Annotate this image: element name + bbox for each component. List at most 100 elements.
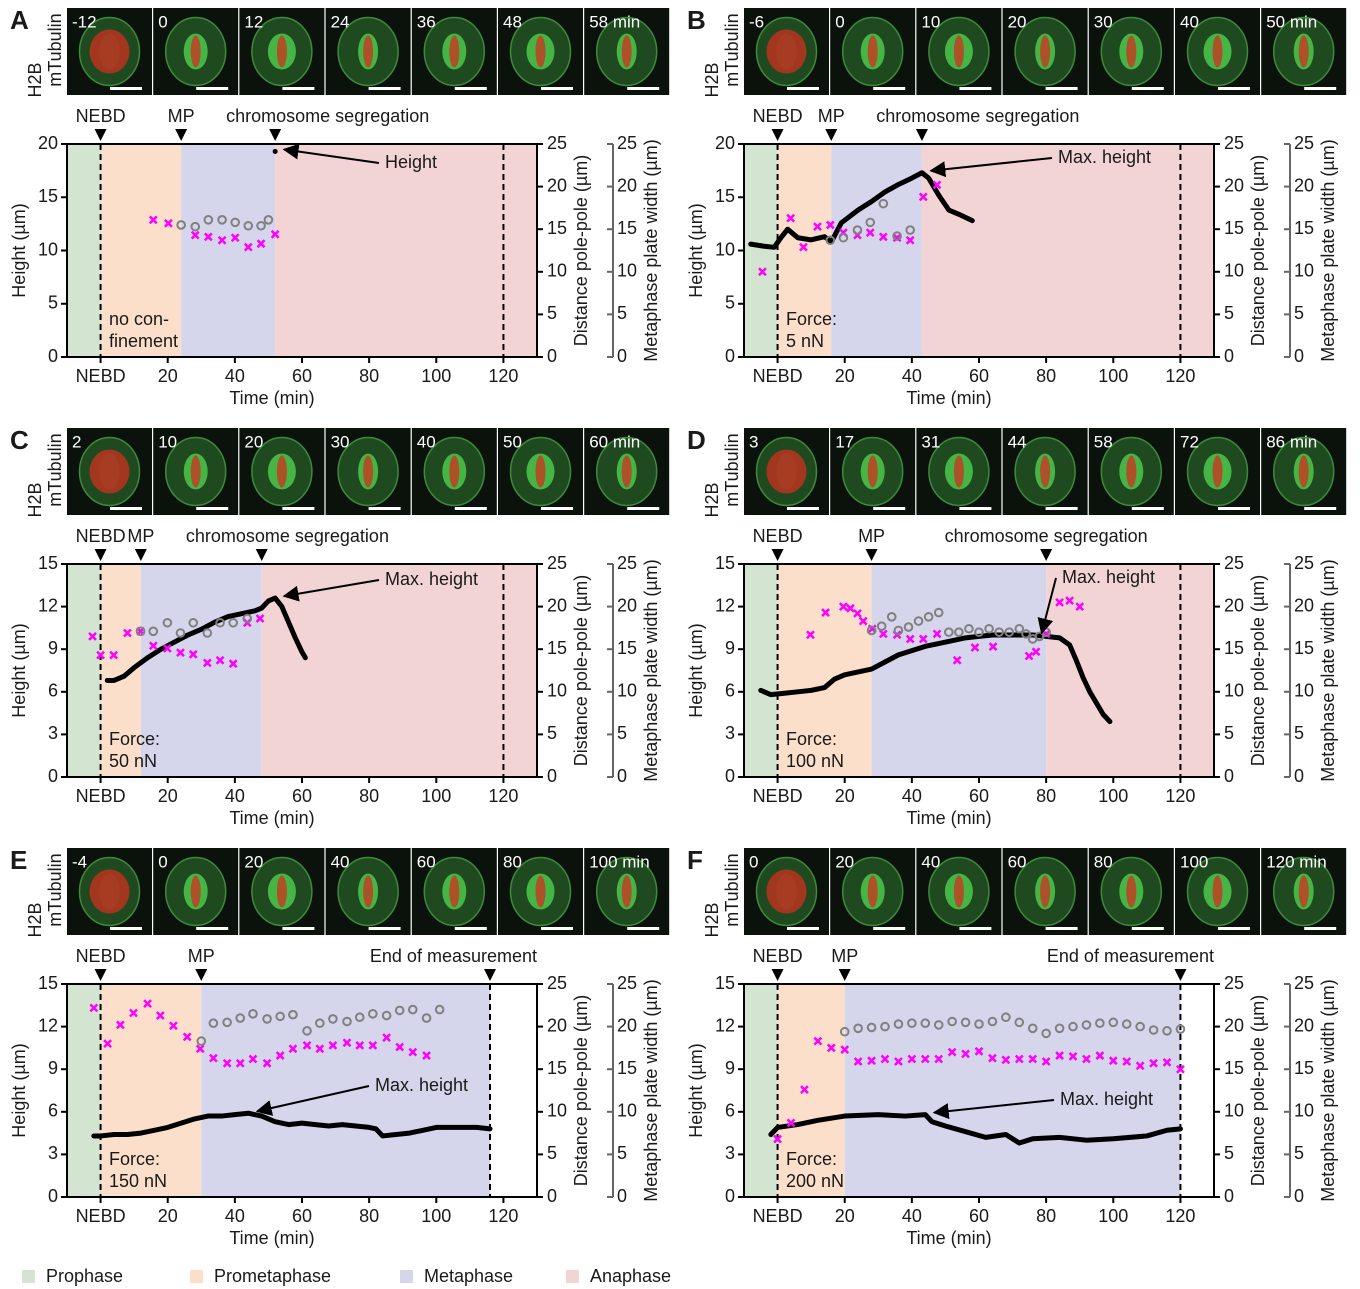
chromosomes (1040, 35, 1051, 68)
image-time-label: 72 (1180, 432, 1199, 451)
plate-width-point (314, 1018, 325, 1028)
scale-bar (541, 87, 573, 90)
y3-axis-title: Metaphase plate width (µm) (641, 979, 661, 1201)
plate-width-point (215, 617, 225, 628)
image-time-label: 120 min (1266, 852, 1326, 871)
legend-swatch (400, 1270, 413, 1283)
y2-axis-title: Distance pole-pole (µm) (1248, 155, 1268, 346)
annotation-arrow (1037, 577, 1057, 635)
event-marker (838, 969, 851, 981)
plate-width-point (880, 1021, 890, 1032)
y-tick-label: 15 (715, 553, 735, 573)
chromosomes (535, 35, 546, 68)
scale-bar (454, 927, 487, 930)
pole-distance-point (934, 1054, 944, 1064)
pole-distance-point (1075, 602, 1085, 611)
x-axis-title: Time (min) (906, 388, 991, 408)
plate-width-point (381, 1010, 392, 1021)
event-label: NEBD (753, 106, 803, 126)
phase-band (744, 144, 778, 357)
plate-width-point (135, 626, 146, 637)
phase-band (831, 144, 922, 357)
pole-distance-point (235, 1058, 245, 1068)
event-label: chromosome segregation (876, 106, 1079, 126)
channel-label: mTubulin (722, 433, 742, 506)
x-axis-title: Time (min) (906, 808, 991, 828)
plate-width-point (878, 198, 889, 209)
image-time-label: 40 (417, 432, 436, 451)
y-tick-label: 15 (38, 973, 58, 993)
height-line (758, 632, 1113, 725)
pole-distance-point (395, 1042, 405, 1052)
plate-width-point (1162, 1026, 1172, 1036)
chromosomes (1040, 875, 1051, 908)
scale-bar (282, 87, 315, 90)
plate-width-point (148, 626, 159, 637)
scale-bar (1304, 927, 1337, 930)
plate-width-point (1148, 1025, 1159, 1035)
chromosomes (449, 455, 460, 488)
plate-width-point (217, 215, 227, 225)
x-tick-label: 100 (1098, 366, 1128, 386)
pole-distance-point (853, 1057, 863, 1066)
event-label: chromosome segregation (186, 526, 389, 546)
pole-distance-point (203, 232, 213, 242)
scale-bar (110, 507, 142, 510)
x-tick-label: 100 (421, 366, 451, 386)
x-tick-label: 100 (1098, 786, 1128, 806)
event-label: chromosome segregation (945, 526, 1148, 546)
pole-distance-point (947, 1047, 957, 1057)
plate-width-point (1027, 1023, 1038, 1034)
y-tick-label: 6 (48, 1101, 58, 1121)
chromosomes (953, 875, 964, 908)
event-marker (269, 129, 282, 141)
pole-distance-point (96, 650, 105, 660)
y2-tick-label: 15 (1224, 1058, 1244, 1078)
event-label: MP (127, 526, 154, 546)
y-tick-label: 9 (48, 1058, 58, 1078)
phase-band (67, 564, 101, 777)
y3-axis-title: Metaphase plate width (µm) (1318, 979, 1338, 1201)
y2-tick-label: 25 (547, 973, 567, 993)
condition-label: Force: (786, 1149, 837, 1169)
scale-bar (110, 927, 142, 930)
plate-width-point (1014, 623, 1025, 634)
pole-distance-point (918, 634, 928, 644)
event-label: NEBD (753, 946, 803, 966)
y3-tick-label: 20 (1294, 175, 1314, 195)
pole-distance-point (838, 602, 848, 611)
y3-tick-label: 25 (617, 133, 637, 153)
y2-tick-label: 25 (1224, 133, 1244, 153)
chromosomes (190, 35, 201, 68)
pole-distance-point (806, 630, 815, 640)
image-time-label: 80 (1094, 852, 1113, 871)
scale-bar (787, 927, 819, 930)
chromosomes (535, 875, 546, 908)
channel-label: mTubulin (45, 853, 65, 926)
scale-bar (110, 87, 142, 90)
y3-tick-label: 0 (617, 766, 627, 786)
pole-distance-point (255, 614, 265, 623)
x-tick-label: 60 (969, 366, 989, 386)
pole-distance-point (920, 1054, 930, 1064)
y3-tick-label: 25 (1294, 973, 1314, 993)
annotation: Max. height (1060, 1089, 1153, 1109)
x-tick-label: NEBD (76, 1206, 126, 1226)
x-tick-label: NEBD (753, 1206, 803, 1226)
y-tick-label: 0 (725, 346, 735, 366)
pole-distance-point (813, 1036, 823, 1046)
y3-axis-title: Metaphase plate width (µm) (641, 559, 661, 781)
plate-width-point (1054, 1023, 1065, 1034)
pole-distance-point (88, 632, 97, 641)
pole-distance-point (961, 1049, 970, 1059)
pole-distance-point (758, 267, 767, 277)
phase-band (777, 984, 845, 1197)
plate-width-point (994, 627, 1004, 637)
plate-width-point (825, 235, 836, 246)
panel-letter: E (10, 845, 27, 875)
pole-distance-point (858, 616, 868, 626)
y2-axis-title: Distance pole-pole (µm) (571, 995, 591, 1186)
y3-tick-label: 15 (1294, 638, 1314, 658)
chromosomes (867, 875, 878, 908)
